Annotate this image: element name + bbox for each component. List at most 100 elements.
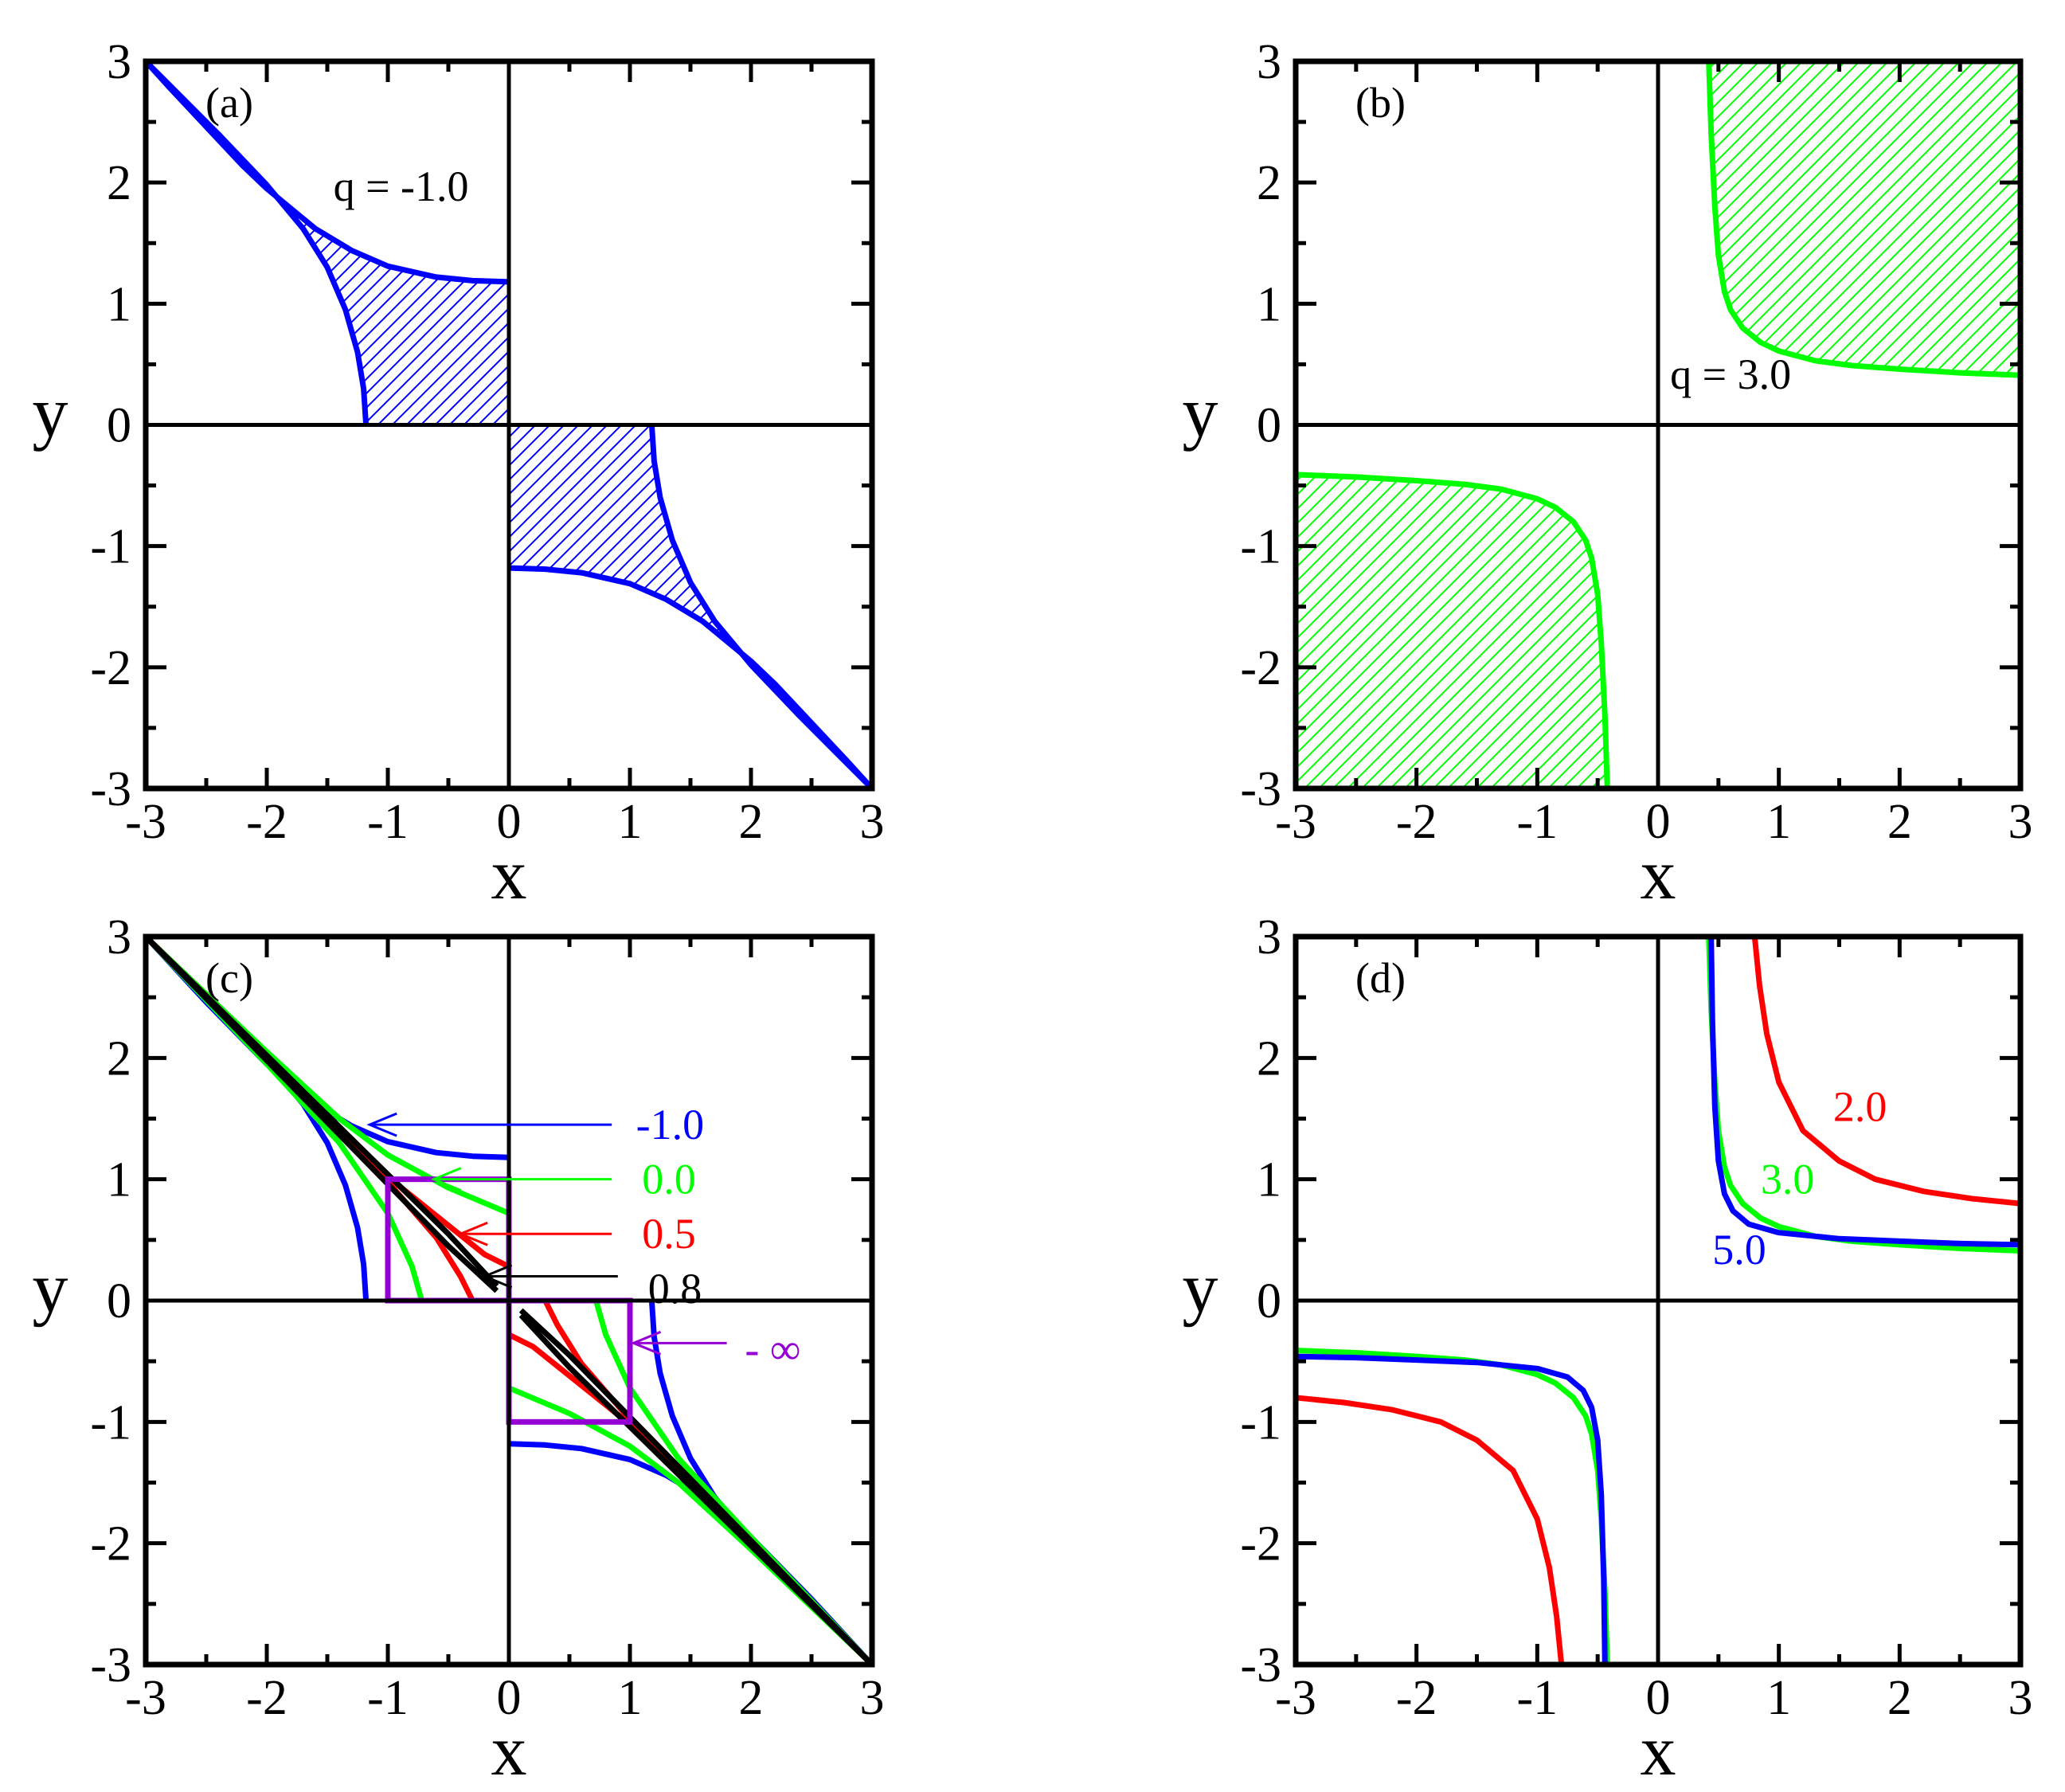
- x-tick-label: 3: [860, 795, 885, 849]
- plot-area: [146, 61, 872, 788]
- y-tick-label: 1: [1257, 277, 1281, 331]
- y-axis-label: y: [33, 374, 68, 452]
- y-tick-label: 2: [107, 156, 131, 210]
- x-axis-label: x: [491, 835, 527, 914]
- callout-arrow-head: [630, 1330, 662, 1356]
- x-tick-label: 1: [1766, 795, 1791, 849]
- y-tick-label: -2: [90, 641, 131, 695]
- x-tick-label: 1: [618, 795, 643, 849]
- plot-area: [146, 937, 872, 1665]
- hatched-region: [1296, 474, 1608, 788]
- x-tick-label: 3: [2008, 795, 2033, 849]
- y-tick-label: 0: [107, 399, 131, 453]
- curve-upper-left-inner: [146, 937, 499, 1293]
- x-axis-label: x: [491, 1712, 527, 1790]
- curve-upper-left-outer: [146, 61, 510, 285]
- x-tick-label: 3: [2008, 1671, 2033, 1725]
- curve-lower-right-inner: [593, 1300, 872, 1665]
- x-tick-label: -3: [1275, 795, 1316, 849]
- x-tick-label: 3: [860, 1671, 885, 1725]
- series-label: -1.0: [636, 1101, 704, 1148]
- y-tick-label: 1: [1257, 1153, 1281, 1207]
- x-tick-label: -1: [1517, 795, 1559, 849]
- x-tick-label: -2: [246, 1671, 287, 1725]
- curve-first-quadrant: [1706, 61, 2020, 378]
- series-label: 2.0: [1833, 1082, 1887, 1130]
- y-axis-label: y: [33, 1249, 68, 1328]
- hatched-region: [146, 61, 509, 425]
- panel-c: -3 -2 -1 0 1 2 3 -3 -2 -1 0 1 2 3 x y (c) -1.0 0.0 0.5 0.8 - …: [33, 910, 885, 1790]
- curve-third-quadrant: [1296, 471, 1610, 788]
- y-axis-label: y: [1183, 1249, 1218, 1328]
- parameter-annotation: q = -1.0: [334, 162, 469, 210]
- x-tick-label: 2: [1887, 795, 1912, 849]
- y-tick-label: 1: [107, 1153, 131, 1207]
- x-tick-label: -3: [125, 1671, 166, 1725]
- x-tick-label: -1: [367, 795, 409, 849]
- x-tick-label: -1: [367, 1671, 409, 1725]
- y-tick-label: 0: [1257, 1274, 1281, 1328]
- x-axis-label: x: [1641, 835, 1676, 914]
- callout-arrow-head: [481, 1264, 513, 1289]
- x-tick-label: 2: [739, 1671, 764, 1725]
- x-tick-label: 1: [1766, 1671, 1791, 1725]
- x-tick-label: -3: [1275, 1671, 1316, 1725]
- y-tick-label: -1: [1240, 520, 1281, 574]
- y-tick-label: -1: [1240, 1395, 1281, 1450]
- hatched-region: [509, 425, 872, 788]
- curve-lower-right-outer: [507, 1385, 872, 1665]
- x-tick-label: 0: [497, 1671, 522, 1725]
- panel-a: -3 -2 -1 0 1 2 3 -3 -2 -1 0 1 2 3 x y (a) q = -1.0: [33, 35, 885, 914]
- series-label: 0.0: [642, 1156, 696, 1203]
- x-tick-label: -2: [1396, 795, 1437, 849]
- x-tick-label: -1: [1517, 1671, 1559, 1725]
- y-tick-label: -2: [90, 1517, 131, 1571]
- panel-tag: (b): [1355, 79, 1406, 127]
- y-tick-label: 3: [1257, 910, 1281, 964]
- curve-lower-right-outer: [508, 565, 872, 788]
- plot-area: [1296, 61, 2020, 788]
- panel-d: -3 -2 -1 0 1 2 3 -3 -2 -1 0 1 2 3 x y (d) 2.0 3.0 5.0: [1183, 910, 2033, 1790]
- y-tick-label: -2: [1240, 641, 1281, 695]
- y-tick-label: 0: [107, 1274, 131, 1328]
- y-tick-label: -3: [1240, 1638, 1281, 1692]
- plot-area: [1296, 937, 2020, 1665]
- x-tick-label: -2: [246, 795, 287, 849]
- curve-first-quadrant: [1751, 937, 2020, 1207]
- x-tick-label: -2: [1396, 1671, 1437, 1725]
- y-tick-label: -3: [90, 762, 131, 816]
- y-tick-label: -3: [1240, 762, 1281, 816]
- x-tick-label: 0: [1646, 795, 1671, 849]
- x-tick-label: -3: [125, 795, 166, 849]
- series-label: 3.0: [1761, 1156, 1815, 1203]
- panel-tag: (a): [205, 79, 253, 127]
- y-tick-label: 1: [107, 277, 131, 331]
- x-tick-label: 1: [618, 1671, 643, 1725]
- y-tick-label: -1: [90, 1395, 131, 1450]
- curve-third-quadrant: [1296, 1353, 1608, 1665]
- hatched-region: [1708, 61, 2020, 376]
- panel-tag: (d): [1355, 954, 1406, 1002]
- curve-lower-right-inner: [648, 425, 872, 788]
- callout-arrow-head: [366, 1112, 397, 1137]
- y-tick-label: 3: [1257, 35, 1281, 89]
- x-tick-label: 0: [497, 795, 522, 849]
- parameter-annotation: q = 3.0: [1670, 350, 1791, 398]
- y-tick-label: -3: [90, 1638, 131, 1692]
- curve-lower-right-inner: [518, 1308, 872, 1665]
- curve-upper-left-inner: [146, 937, 424, 1301]
- curve-upper-left-inner: [146, 61, 370, 425]
- x-tick-label: 2: [739, 795, 764, 849]
- y-tick-label: -1: [90, 520, 131, 574]
- callout-arrow-head: [457, 1221, 488, 1246]
- series-label: - ∞: [745, 1325, 800, 1373]
- y-tick-label: 2: [1257, 1031, 1281, 1086]
- series-label: 0.8: [648, 1265, 702, 1313]
- curve-first-quadrant: [1708, 937, 2020, 1248]
- y-tick-label: 2: [1257, 156, 1281, 210]
- y-tick-label: 3: [107, 910, 131, 964]
- callout-arrow-head: [430, 1167, 462, 1192]
- y-tick-label: -2: [1240, 1517, 1281, 1571]
- curve-third-quadrant: [1296, 1395, 1565, 1665]
